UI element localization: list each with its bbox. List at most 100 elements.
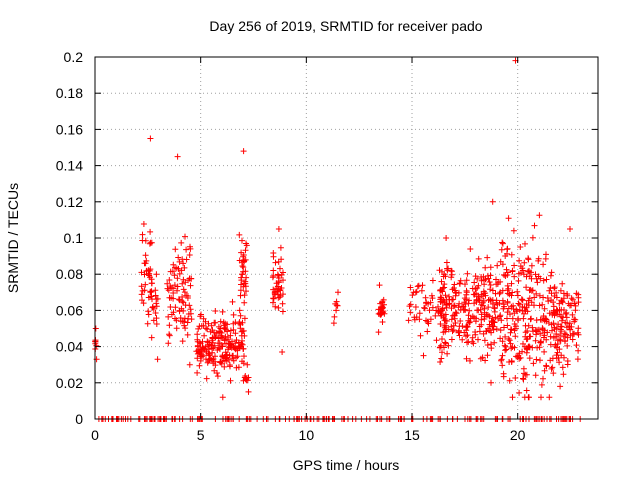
data-point	[538, 339, 544, 346]
data-point	[543, 276, 550, 283]
data-point	[199, 344, 206, 351]
data-point	[174, 275, 181, 282]
data-point	[427, 316, 434, 323]
data-point	[536, 212, 543, 219]
data-point	[525, 256, 532, 263]
data-point	[139, 231, 146, 238]
data-point	[218, 358, 224, 365]
data-point	[440, 273, 447, 280]
data-point	[437, 308, 444, 315]
y-tick-label: 0	[75, 411, 83, 427]
data-point	[167, 304, 174, 310]
data-point	[505, 335, 512, 342]
data-point	[182, 233, 188, 240]
data-point	[500, 373, 507, 380]
data-point	[491, 339, 498, 346]
data-point	[491, 305, 498, 312]
data-point	[553, 355, 560, 362]
data-point	[506, 377, 513, 384]
data-point	[138, 283, 145, 290]
data-point	[238, 332, 245, 339]
data-point	[498, 317, 505, 324]
data-point	[238, 277, 245, 284]
data-point	[448, 274, 455, 281]
data-point	[488, 345, 495, 352]
data-point	[183, 246, 190, 253]
data-point	[504, 245, 511, 252]
data-point	[166, 331, 173, 338]
data-point	[509, 267, 516, 274]
data-point	[494, 301, 501, 308]
data-point	[563, 314, 570, 321]
data-point	[277, 287, 284, 294]
data-point	[165, 313, 172, 320]
data-point	[277, 244, 284, 251]
data-point	[550, 370, 557, 377]
data-point	[488, 297, 494, 304]
data-point	[499, 297, 506, 304]
data-point	[511, 327, 518, 334]
data-point	[208, 357, 215, 363]
data-point	[422, 294, 429, 301]
data-point	[211, 333, 218, 340]
data-point	[375, 329, 382, 336]
data-point	[145, 294, 152, 301]
data-point	[166, 332, 173, 339]
data-point	[219, 353, 226, 360]
data-point	[429, 295, 436, 302]
data-point	[532, 271, 539, 278]
data-point	[335, 289, 341, 296]
data-point	[574, 329, 581, 336]
data-point	[148, 276, 155, 283]
data-point	[241, 315, 248, 322]
data-point	[543, 336, 550, 343]
data-point	[174, 283, 181, 290]
data-point	[236, 307, 243, 314]
data-point	[203, 356, 209, 363]
data-point	[504, 315, 510, 322]
data-point	[145, 311, 152, 318]
data-point	[540, 261, 547, 268]
data-point	[437, 286, 444, 293]
data-point	[412, 289, 419, 296]
data-point	[488, 329, 495, 336]
data-point	[553, 289, 560, 296]
data-point	[448, 316, 455, 323]
data-point	[487, 282, 494, 288]
data-point	[180, 299, 187, 306]
data-point	[171, 282, 178, 289]
data-point	[499, 239, 506, 246]
data-point	[183, 256, 190, 263]
data-point	[421, 304, 428, 311]
data-point	[194, 342, 201, 349]
data-point	[173, 265, 180, 272]
data-point	[522, 371, 529, 378]
data-point	[508, 303, 515, 310]
data-point	[474, 275, 481, 282]
data-point	[555, 337, 561, 344]
y-tick-label: 0.2	[64, 49, 84, 65]
data-point	[456, 280, 463, 287]
data-point	[549, 327, 555, 334]
data-point	[462, 306, 469, 313]
data-point	[477, 355, 484, 362]
data-point	[243, 288, 249, 295]
data-point	[487, 264, 494, 271]
data-point	[143, 267, 150, 274]
data-point	[217, 359, 224, 366]
data-point	[520, 376, 527, 383]
data-point	[467, 315, 474, 322]
data-point	[452, 289, 459, 296]
data-point	[443, 259, 450, 266]
data-point	[229, 355, 236, 362]
data-point	[197, 313, 204, 320]
data-point	[529, 234, 536, 241]
data-point	[544, 295, 551, 301]
data-point	[457, 318, 464, 324]
data-point	[276, 294, 283, 301]
data-point	[452, 320, 459, 326]
data-point	[413, 288, 420, 295]
data-point	[376, 310, 383, 316]
plot-frame	[94, 56, 599, 420]
data-point	[552, 343, 559, 350]
